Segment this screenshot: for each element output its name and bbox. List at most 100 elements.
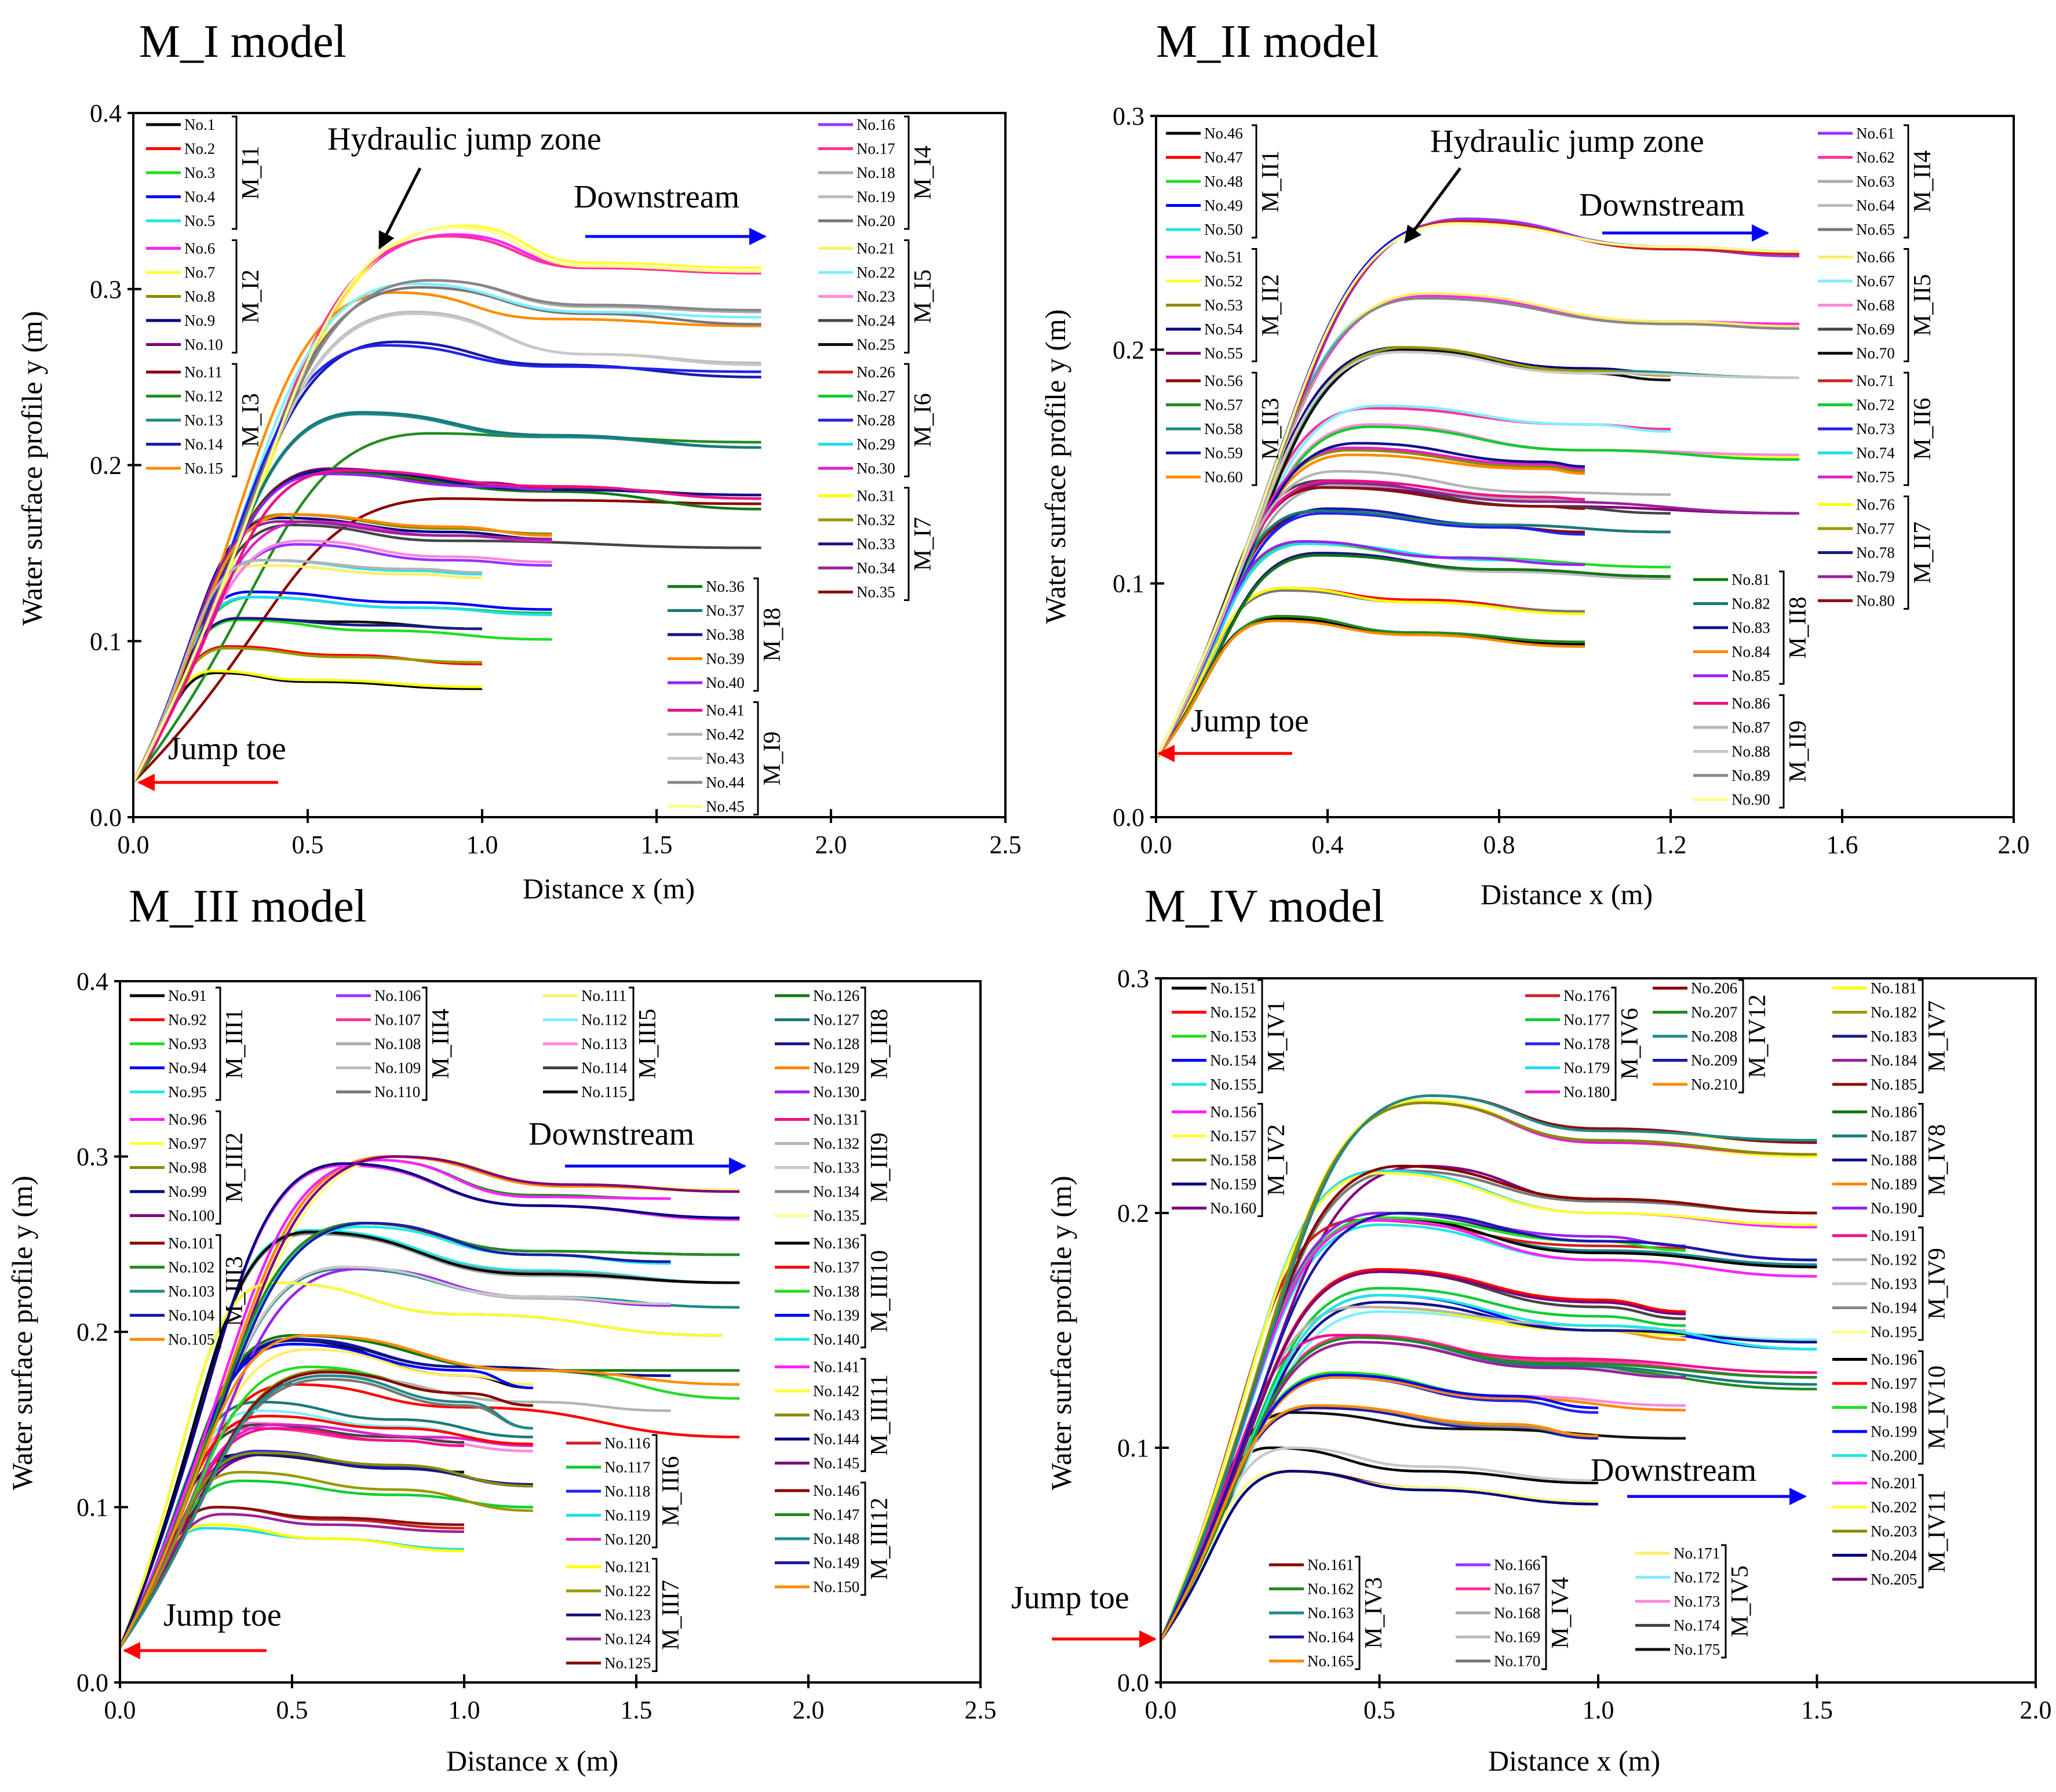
legend-entry-no-28: No.28 [856,411,895,429]
legend-group-m-ii6: No.71 No.72 No.73 No.74 No.75 M_II6 [1818,371,1936,486]
legend-entry-no-124: No.124 [604,1630,651,1648]
legend-bracket [232,239,238,354]
series-line-no-11 [132,497,761,783]
legend-bracket [1541,1556,1547,1670]
legend-entry-no-156: No.156 [1210,1103,1256,1121]
series-line-no-39 [132,513,552,783]
series-line-no-71 [1154,220,1800,760]
legend-bracket [1257,1103,1263,1217]
x-tick-label: 2.0 [815,831,847,859]
legend-entry-no-184: No.184 [1871,1052,1918,1069]
y-tick-label: 0.0 [1113,803,1144,832]
legend-group-label: M_II3 [1257,398,1284,460]
legend-entry-no-82: No.82 [1731,595,1770,613]
legend-entry-no-59: No.59 [1204,445,1243,462]
legend-group-m-ii1: No.46 No.47 No.48 No.49 No.50 M_II1 [1166,124,1284,239]
legend-group-label: M_IV4 [1547,1577,1574,1649]
panel-m-ii: M_II model 0.0 0.4 0.8 1.2 1.6 2.00.00.10.20.… [1039,16,2030,910]
legend-entry-no-183: No.183 [1871,1028,1917,1045]
series-line-no-143 [119,1451,533,1648]
jump-toe-label: Jump toe [168,731,286,767]
legend-entry-no-174: No.174 [1674,1617,1720,1634]
legend-group-label: M_III6 [658,1456,684,1526]
legend-group-label: M_I3 [238,393,264,447]
legend-entry-no-38: No.38 [706,626,745,643]
series-line-no-144 [118,1162,740,1648]
legend-bracket [904,487,910,601]
x-tick-label: 1.5 [641,831,673,859]
legend-entry-no-73: No.73 [1856,420,1895,438]
legend-entry-no-96: No.96 [168,1111,207,1128]
legend-bracket [753,577,759,692]
legend-entry-no-135: No.135 [813,1207,859,1225]
hydraulic-jump-arrow [1404,167,1462,244]
series-lines [132,224,761,783]
legend-entry-no-14: No.14 [184,436,223,453]
legend-entry-no-140: No.140 [813,1331,859,1348]
legend-entry-no-37: No.37 [706,602,745,620]
legend-entry-no-52: No.52 [1204,272,1243,290]
legend-entry-no-200: No.200 [1871,1447,1917,1465]
legend-group-label: M_II9 [1785,720,1811,782]
legend: No.151No.152No.153No.154No.155M_IV1No.15… [1172,979,1951,1670]
legend-entry-no-47: No.47 [1204,149,1243,166]
legend-bracket [1738,979,1744,1094]
hydraulic-jump-label: Hydraulic jump zone [327,121,602,157]
legend-group-label: M_III9 [866,1132,893,1203]
legend-group-label: M_III7 [658,1580,684,1650]
legend-bracket [1904,371,1909,486]
legend-entry-no-163: No.163 [1307,1604,1354,1622]
legend-group-label: M_III2 [221,1132,248,1203]
legend-group-m-i3: No.11 No.12 No.13 No.14 No.15 M_I3 [146,363,264,478]
legend-entry-no-178: No.178 [1563,1035,1610,1052]
x-tick-label: 0.5 [1364,1696,1395,1724]
x-tick-label: 1.5 [621,1696,652,1724]
legend-entry-no-62: No.62 [1856,149,1895,166]
legend-entry-no-35: No.35 [856,584,895,601]
legend-entry-no-95: No.95 [168,1083,207,1101]
legend-bracket [1721,1544,1727,1659]
legend-group-label: M_II8 [1785,596,1811,658]
legend-bracket [861,1234,866,1349]
legend-bracket [232,115,238,230]
legend-entry-no-115: No.115 [581,1083,627,1101]
legend-group-label: M_I7 [910,517,936,571]
legend-entry-no-21: No.21 [856,240,895,257]
series-line-no-28 [132,344,761,783]
legend-entry-no-165: No.165 [1307,1652,1354,1670]
series-lines [1154,217,1800,760]
legend-entry-no-91: No.91 [168,987,207,1004]
legend-entry-no-179: No.179 [1563,1059,1610,1077]
legend-entry-no-113: No.113 [581,1035,627,1052]
y-axis-label: Water surface profile y (m) [1039,309,1071,624]
panel-title: M_III model [129,881,367,932]
legend-bracket [216,1110,221,1225]
series-line-no-45 [132,226,761,783]
legend-entry-no-195: No.195 [1871,1323,1917,1341]
legend-bracket [1252,248,1257,362]
legend-entry-no-83: No.83 [1731,619,1770,636]
series-line-no-84 [1155,619,1585,760]
legend-entry-no-1: No.1 [184,116,215,133]
legend-group-label: M_IV7 [1924,1000,1951,1072]
legend-group-m-ii3: No.56 No.57 No.58 No.59 No.60 M_II3 [1166,371,1284,486]
legend-bracket [1918,1103,1924,1217]
legend-group-m-iii6: No.116 No.117 No.118 No.119 No.120 M_III6 [566,1434,684,1549]
legend-group-m-i6: No.26 No.27 No.28 No.29 No.30 M_I6 [818,363,936,478]
legend-group-label: M_I9 [759,731,786,785]
legend-group-m-iii12: No.146 No.147 No.148 No.149 No.150 M_III12 [775,1481,893,1596]
series-line-no-177 [1160,1287,1686,1641]
legend-entry-no-177: No.177 [1563,1011,1610,1029]
legend-entry-no-173: No.173 [1674,1593,1720,1610]
legend-bracket [753,701,759,815]
legend-group-label: M_II2 [1257,274,1284,336]
x-tick-label: 0.4 [1312,831,1344,859]
legend-group-m-iv10: No.196 No.197 No.198 No.199 No.200 M_IV10 [1832,1350,1951,1465]
y-axis-label: Water surface profile y (m) [6,1176,38,1491]
axis-ticks: 0.0 0.5 1.0 1.5 2.0 2.5 0.0 0.1 0.2 0.3 0.4 [76,967,997,1724]
legend-entry-no-81: No.81 [1731,571,1770,588]
y-tick-label: 0.4 [90,99,122,128]
legend-entry-no-89: No.89 [1731,767,1770,784]
legend-entry-no-157: No.157 [1210,1127,1256,1145]
legend-entry-no-186: No.186 [1871,1103,1917,1121]
